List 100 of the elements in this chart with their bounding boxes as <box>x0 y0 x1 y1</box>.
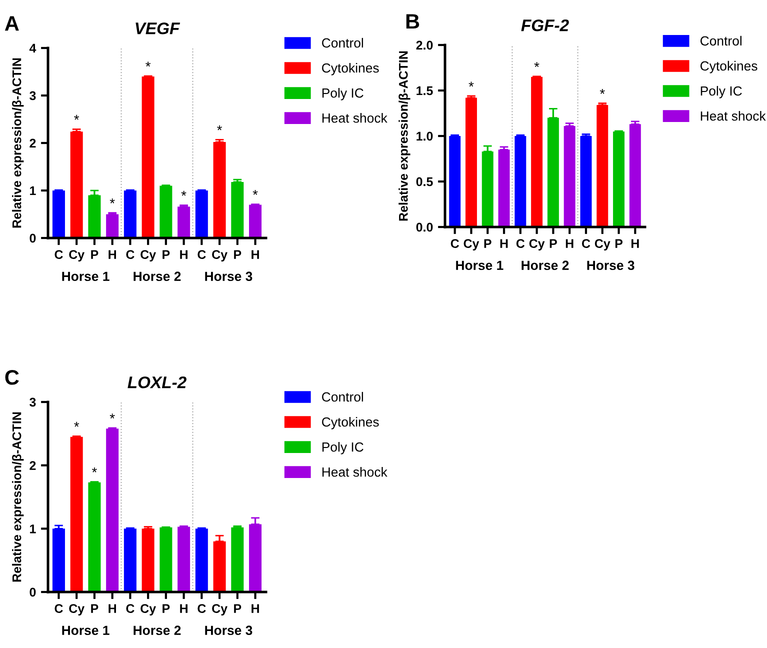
x-tick-label: P <box>484 239 492 248</box>
x-tick-label: H <box>180 250 188 259</box>
x-tick-label: H <box>180 604 188 613</box>
data-label: * <box>92 467 97 472</box>
text: Horse 1 <box>456 260 504 270</box>
y-tick-label: 3 <box>30 91 36 100</box>
chart-title: FGF-2 <box>521 19 569 32</box>
x-tick-label: P <box>162 604 170 613</box>
bar <box>142 528 154 592</box>
text: Horse 3 <box>205 272 252 282</box>
text: Horse 2 <box>134 626 181 636</box>
text: Horse 2 <box>134 272 181 282</box>
bar <box>124 528 136 592</box>
y-tick-label: 2 <box>30 461 36 470</box>
y-tick-label: 2 <box>30 138 36 148</box>
text: Horse 1 <box>62 626 110 636</box>
data-label: * <box>534 62 540 68</box>
bar <box>106 428 119 592</box>
y-tick-label: 2.0 <box>416 40 433 50</box>
bar <box>531 76 543 227</box>
bar <box>88 482 101 592</box>
bar <box>195 190 208 238</box>
x-tick-label: P <box>162 250 170 259</box>
x-tick-label: C <box>126 250 134 259</box>
legend-label: Heat shock <box>322 467 388 477</box>
bar <box>498 150 510 227</box>
x-tick-label: C <box>54 604 63 613</box>
text: Horse 1 <box>62 272 110 282</box>
x-tick-label: Cy <box>594 239 610 250</box>
bar <box>580 136 592 227</box>
bar <box>52 528 65 592</box>
legend-label: Heat shock <box>322 113 388 123</box>
legend-label: Control <box>322 38 364 48</box>
text: Horse 3 <box>205 626 252 636</box>
x-tick-label: P <box>550 239 557 248</box>
text: Horse 3 <box>587 260 634 270</box>
x-tick-label: C <box>198 604 206 613</box>
data-label: * <box>217 125 222 130</box>
bar <box>449 136 461 227</box>
x-tick-label: H <box>252 250 259 259</box>
x-tick-label: P <box>615 239 623 248</box>
data-label: * <box>252 190 258 195</box>
bar <box>142 76 154 238</box>
legend-label: Control <box>700 36 742 46</box>
x-tick-label: Cy <box>529 239 545 250</box>
x-tick-label: C <box>516 239 525 248</box>
x-tick-label: C <box>198 250 206 259</box>
text: Horse 2 <box>522 260 569 270</box>
data-label: * <box>74 114 80 120</box>
bar <box>106 214 119 238</box>
text: C <box>5 370 19 385</box>
bar <box>231 182 244 238</box>
chart-title: VEGF <box>136 22 180 34</box>
bar <box>160 186 172 238</box>
bar <box>178 206 190 238</box>
x-tick-label: Cy <box>69 250 85 262</box>
x-tick-label: H <box>252 604 259 613</box>
legend-label: Poly IC <box>322 88 364 100</box>
bar <box>124 190 136 238</box>
x-tick-label: Cy <box>212 604 228 616</box>
x-tick-label: H <box>631 239 639 248</box>
x-tick-label: C <box>450 239 460 248</box>
x-tick-label: Cy <box>212 250 228 262</box>
x-tick-label: H <box>108 604 116 613</box>
bar <box>70 132 83 238</box>
x-tick-label: Cy <box>464 239 480 250</box>
bar <box>213 142 226 238</box>
bar <box>52 190 65 238</box>
x-tick-label: C <box>582 239 590 248</box>
text: A <box>4 16 19 31</box>
text: B <box>406 14 420 29</box>
data-label: * <box>110 198 115 204</box>
legend-label: Heat shock <box>700 111 766 121</box>
x-tick-label: C <box>54 250 63 259</box>
bar <box>70 436 83 592</box>
x-tick-label: P <box>234 604 242 613</box>
x-tick-label: P <box>91 250 98 259</box>
chart-title: LOXL-2 <box>128 376 186 388</box>
y-axis-title: Relative expression/β-ACTIN <box>398 51 410 221</box>
data-label: * <box>110 414 115 419</box>
bar <box>596 105 608 227</box>
x-tick-label: P <box>234 250 242 259</box>
y-tick-label: 0.5 <box>416 177 433 186</box>
x-tick-label: H <box>108 250 116 259</box>
y-tick-label: 4 <box>29 44 36 53</box>
x-tick-label: P <box>91 604 98 613</box>
bar <box>564 126 576 227</box>
bar <box>249 204 262 238</box>
bar <box>88 195 101 238</box>
bar <box>195 528 208 592</box>
y-tick-label: 1.0 <box>416 132 433 141</box>
legend-label: Poly IC <box>700 86 742 98</box>
y-tick-label: 3 <box>30 398 36 407</box>
x-tick-label: Cy <box>69 604 85 616</box>
data-label: * <box>74 422 80 427</box>
bar <box>160 527 172 592</box>
y-tick-label: 0.0 <box>416 222 433 232</box>
y-tick-label: 0 <box>30 234 36 243</box>
y-tick-label: 0 <box>30 588 36 597</box>
x-tick-label: H <box>566 239 574 248</box>
